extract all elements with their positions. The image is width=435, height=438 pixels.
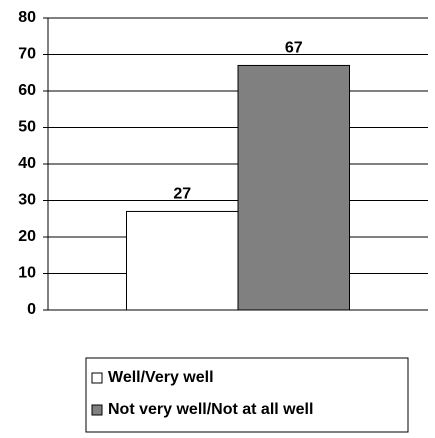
legend-label: Well/Very well xyxy=(108,369,214,386)
y-tick-label: 30 xyxy=(18,192,36,209)
bar xyxy=(126,210,239,311)
legend-label: Not very well/Not at all well xyxy=(108,401,313,418)
y-tick-label: 10 xyxy=(18,265,36,282)
y-tick-label: 50 xyxy=(18,119,36,136)
legend-swatch xyxy=(91,404,103,416)
data-label: 27 xyxy=(173,186,191,203)
y-tick-label: 80 xyxy=(18,9,36,26)
legend-box xyxy=(85,357,409,433)
y-tick-label: 20 xyxy=(18,228,36,245)
bar xyxy=(237,64,350,311)
y-tick-label: 60 xyxy=(18,82,36,99)
legend-swatch xyxy=(91,372,103,384)
y-tick-label: 70 xyxy=(18,46,36,63)
y-tick-label: 0 xyxy=(27,301,36,318)
data-label: 67 xyxy=(285,40,303,57)
y-tick-label: 40 xyxy=(18,155,36,172)
